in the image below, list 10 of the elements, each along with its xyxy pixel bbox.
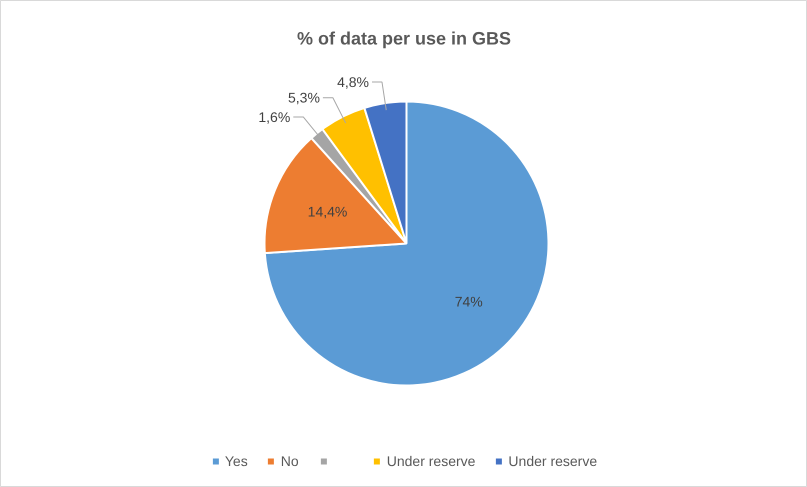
data-label: 4,8% — [337, 74, 370, 90]
legend-label: Yes — [224, 453, 248, 469]
chart-title: % of data per use in GBS — [296, 28, 512, 48]
legend-label: No — [280, 453, 300, 469]
data-label: 74% — [454, 294, 483, 310]
legend-label: Under reserve — [508, 453, 598, 469]
data-label: 5,3% — [288, 90, 320, 106]
data-label: 1,6% — [258, 108, 290, 125]
data-label: 14,4% — [308, 204, 348, 220]
legend-label: Under reserve — [386, 453, 476, 469]
